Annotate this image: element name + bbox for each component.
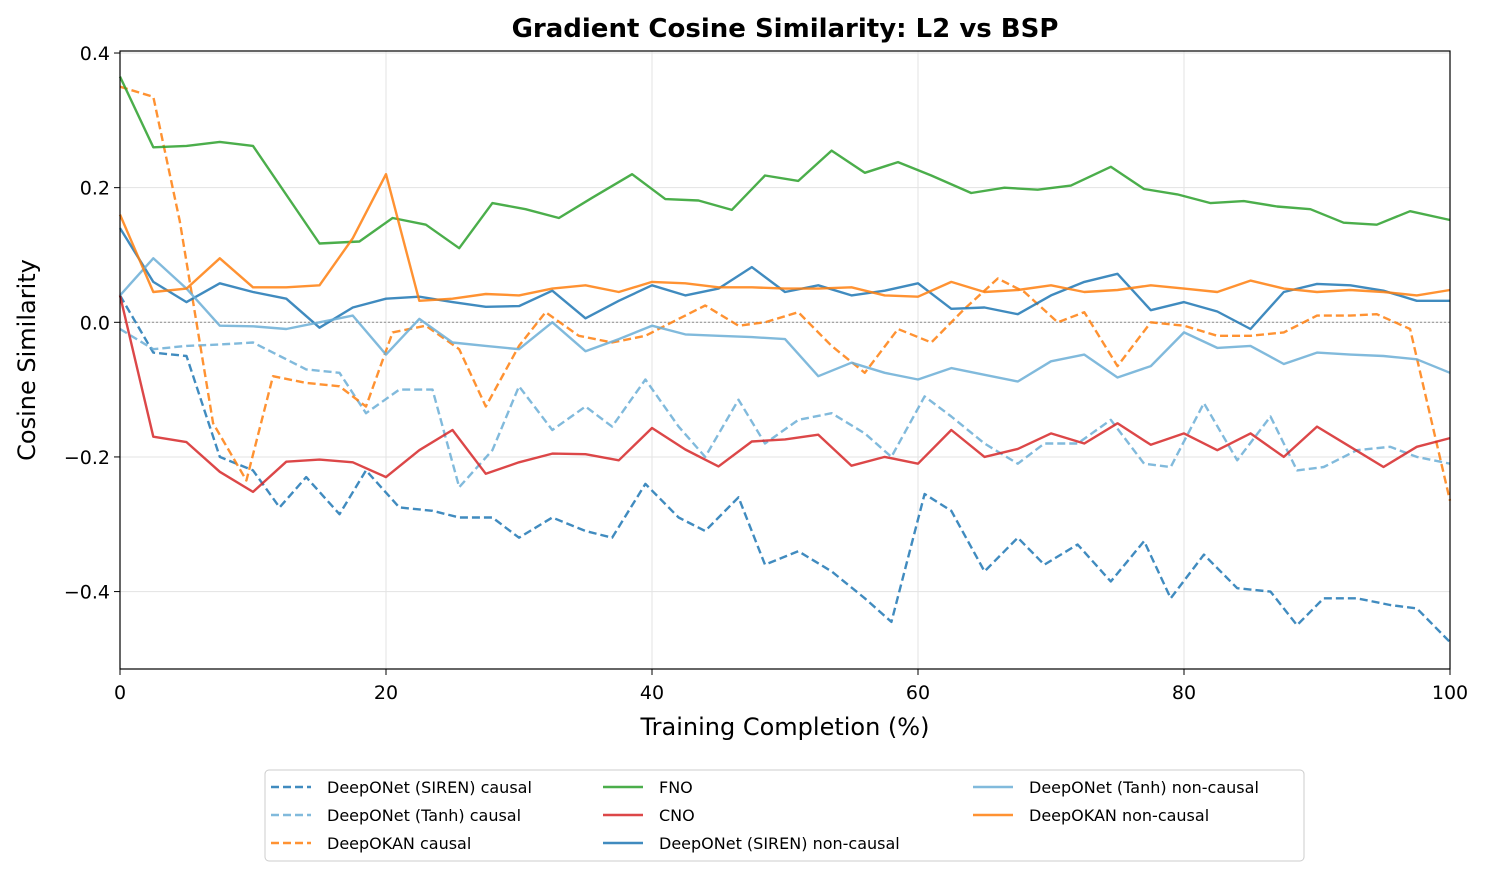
x-axis-label: Training Completion (%)	[640, 713, 930, 741]
chart-title: Gradient Cosine Similarity: L2 vs BSP	[512, 14, 1059, 44]
x-tick-label: 20	[374, 682, 398, 704]
axis-ticks: 0 20 40 60 80 100 −0.4 −0.2 0.0 0.2 0.4	[64, 43, 1468, 704]
legend-label: DeepOKAN causal	[327, 834, 471, 853]
y-tick-label: 0.2	[80, 178, 110, 200]
series-line-7	[118, 172, 1451, 302]
y-tick-label: 0.0	[80, 312, 110, 334]
legend-label: DeepOKAN non-causal	[1029, 806, 1209, 825]
x-tick-label: 40	[640, 682, 664, 704]
legend: DeepONet (SIREN) causal DeepONet (Tanh) c…	[264, 769, 1305, 862]
plot-frame	[119, 50, 1451, 670]
legend-label: DeepONet (SIREN) non-causal	[659, 834, 900, 853]
legend-label: FNO	[659, 778, 693, 797]
x-tick-label: 80	[1172, 682, 1196, 704]
legend-label: DeepONet (SIREN) causal	[327, 778, 532, 797]
x-tick-label: 0	[114, 682, 126, 704]
series-line-0	[118, 294, 1451, 643]
y-tick-label: −0.4	[64, 582, 110, 604]
y-tick-label: −0.2	[64, 447, 110, 469]
y-axis-label: Cosine Similarity	[13, 259, 41, 461]
series-line-4	[118, 295, 1451, 494]
grid	[119, 51, 1451, 669]
series-line-3	[118, 76, 1451, 250]
legend-label: DeepONet (Tanh) non-causal	[1029, 778, 1259, 797]
series-line-2	[119, 85, 1452, 501]
x-tick-label: 60	[906, 682, 930, 704]
series-line-6	[119, 257, 1451, 383]
legend-label: DeepONet (Tanh) causal	[327, 806, 521, 825]
series-line-1	[119, 327, 1451, 489]
x-tick-label: 100	[1432, 682, 1468, 704]
legend-label: CNO	[659, 806, 695, 825]
series-line-5	[118, 227, 1450, 331]
series-lines	[118, 76, 1452, 643]
y-tick-label: 0.4	[80, 43, 110, 65]
legend-box	[264, 769, 1305, 862]
